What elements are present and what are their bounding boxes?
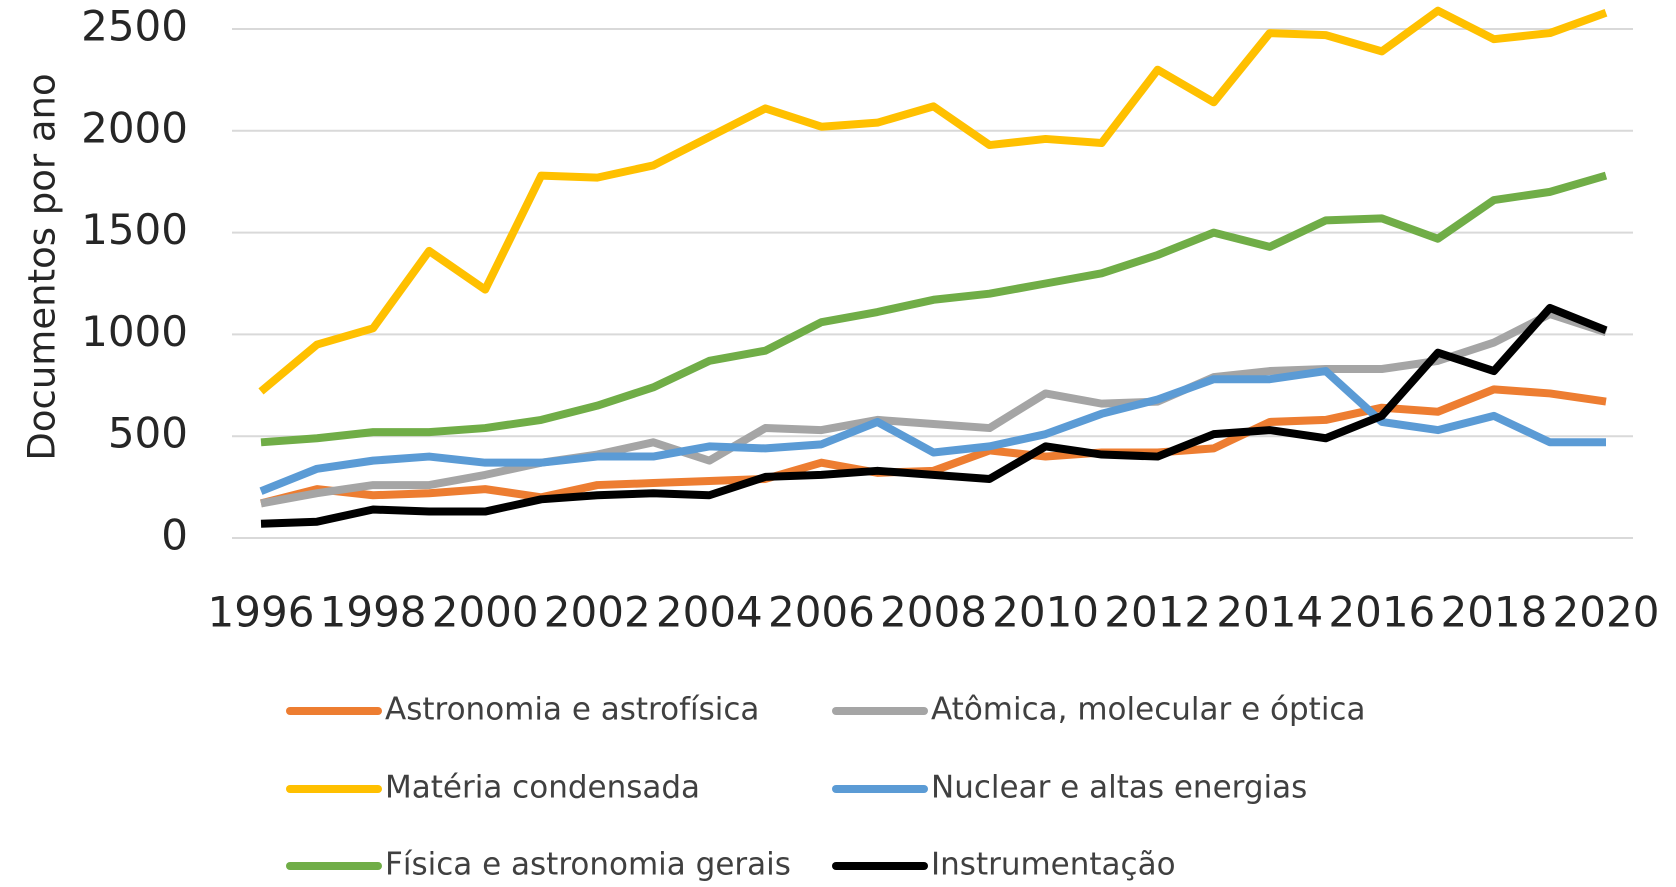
legend-label: Instrumentação: [931, 847, 1176, 883]
x-tick-label: 2016: [1328, 588, 1435, 637]
y-tick-label: 2000: [81, 103, 188, 152]
x-tick-label: 2020: [1553, 588, 1660, 637]
legend-label: Matéria condensada: [385, 770, 700, 806]
x-tick-label: 2006: [768, 588, 875, 637]
series-line: [258, 6, 1608, 395]
y-axis-label: Documentos por ano: [21, 73, 64, 460]
legend-label: Nuclear e altas energias: [931, 770, 1307, 806]
x-tick-label: 2008: [880, 588, 987, 637]
x-tick-label: 2014: [1216, 588, 1323, 637]
x-tick-label: 2018: [1440, 588, 1547, 637]
y-tick-label: 1000: [81, 307, 188, 356]
x-tick-label: 2012: [1104, 588, 1211, 637]
y-tick-label: 500: [108, 409, 188, 458]
legend-label: Física e astronomia gerais: [385, 847, 791, 883]
y-tick-label: 0: [161, 511, 188, 560]
series-line: [260, 303, 1608, 528]
series-line: [259, 367, 1606, 495]
legend-label: Atômica, molecular e óptica: [931, 692, 1365, 728]
legend-label: Astronomia e astrofísica: [385, 692, 759, 728]
x-tick-label: 1996: [208, 588, 315, 637]
series-line: [260, 171, 1608, 447]
x-tick-label: 2010: [992, 588, 1099, 637]
x-tick-label: 2002: [544, 588, 651, 637]
series-line: [260, 385, 1607, 508]
x-tick-label: 1998: [320, 588, 427, 637]
y-tick-label: 1500: [81, 205, 188, 254]
x-tick-label: 2004: [656, 588, 763, 637]
x-tick-label: 2000: [432, 588, 539, 637]
y-tick-label: 2500: [81, 2, 188, 51]
series-line: [260, 310, 1608, 508]
